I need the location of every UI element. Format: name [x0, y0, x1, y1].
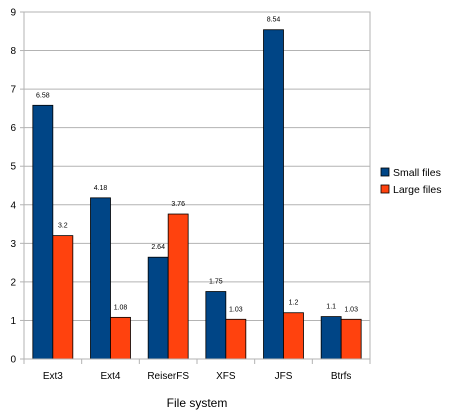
bar-large-files-xfs	[225, 318, 247, 360]
y-tick-label: 2	[10, 277, 16, 288]
y-tick-label: 3	[10, 239, 16, 250]
bar-small-files-xfs	[205, 291, 227, 360]
data-label: 1.08	[114, 304, 128, 311]
bar-small-files-jfs	[263, 29, 284, 360]
y-tick-label: 5	[10, 162, 16, 173]
x-tick-label: JFS	[275, 371, 293, 382]
x-tick-label: XFS	[216, 371, 236, 382]
data-label: 1.2	[289, 300, 299, 307]
bar-large-files-reiserfs	[167, 213, 189, 360]
y-tick-label: 7	[10, 85, 16, 96]
legend-label: Small files	[393, 167, 441, 179]
data-label: 3.76	[171, 201, 185, 208]
x-axis-title: File system	[167, 396, 228, 410]
x-tick-label: ReiserFS	[147, 371, 189, 382]
x-tick-label: Ext4	[100, 371, 120, 382]
data-labels: 6.58 3.2 4.18 1.08 2.64 3.76 1.75 1.03 8.54 1.2 1.…	[36, 17, 358, 314]
legend-swatch-large-files	[380, 184, 390, 194]
data-label: 4.18	[94, 185, 108, 192]
y-tick-label: 1	[10, 316, 16, 327]
bar-small-files-ext3	[32, 104, 54, 360]
y-tick-label: 4	[10, 200, 16, 211]
axes	[20, 11, 371, 364]
y-tick-label: 0	[10, 355, 16, 366]
data-label: 3.2	[58, 223, 68, 230]
bar-large-files-btrfs	[340, 318, 362, 360]
legend: Small files Large files	[380, 167, 441, 196]
x-tick-labels: Ext3 Ext4 ReiserFS XFS JFS Btrfs	[43, 371, 352, 382]
y-tick-label: 9	[10, 8, 16, 19]
bar-large-files-ext4	[110, 316, 131, 360]
bar-small-files-ext4	[90, 197, 111, 360]
data-label: 1.1	[326, 304, 336, 311]
data-label: 2.64	[151, 244, 165, 251]
bar-large-files-ext3	[52, 235, 74, 360]
data-label: 8.54	[267, 17, 281, 24]
x-tick-label: Btrfs	[331, 371, 352, 382]
bar-small-files-btrfs	[320, 316, 342, 360]
data-label: 1.75	[209, 279, 223, 286]
y-tick-label: 8	[10, 46, 16, 57]
bar-small-files-reiserfs	[147, 256, 169, 360]
y-tick-labels: 0 1 2 3 4 5 6 7 8 9	[10, 8, 16, 366]
bar-large-files-jfs	[283, 312, 304, 360]
data-label: 1.03	[344, 306, 358, 313]
legend-label: Large files	[393, 184, 441, 196]
data-label: 1.03	[229, 306, 243, 313]
data-label: 6.58	[36, 92, 50, 99]
y-tick-label: 6	[10, 123, 16, 134]
x-tick-label: Ext3	[43, 371, 63, 382]
legend-swatch-small-files	[380, 167, 390, 177]
